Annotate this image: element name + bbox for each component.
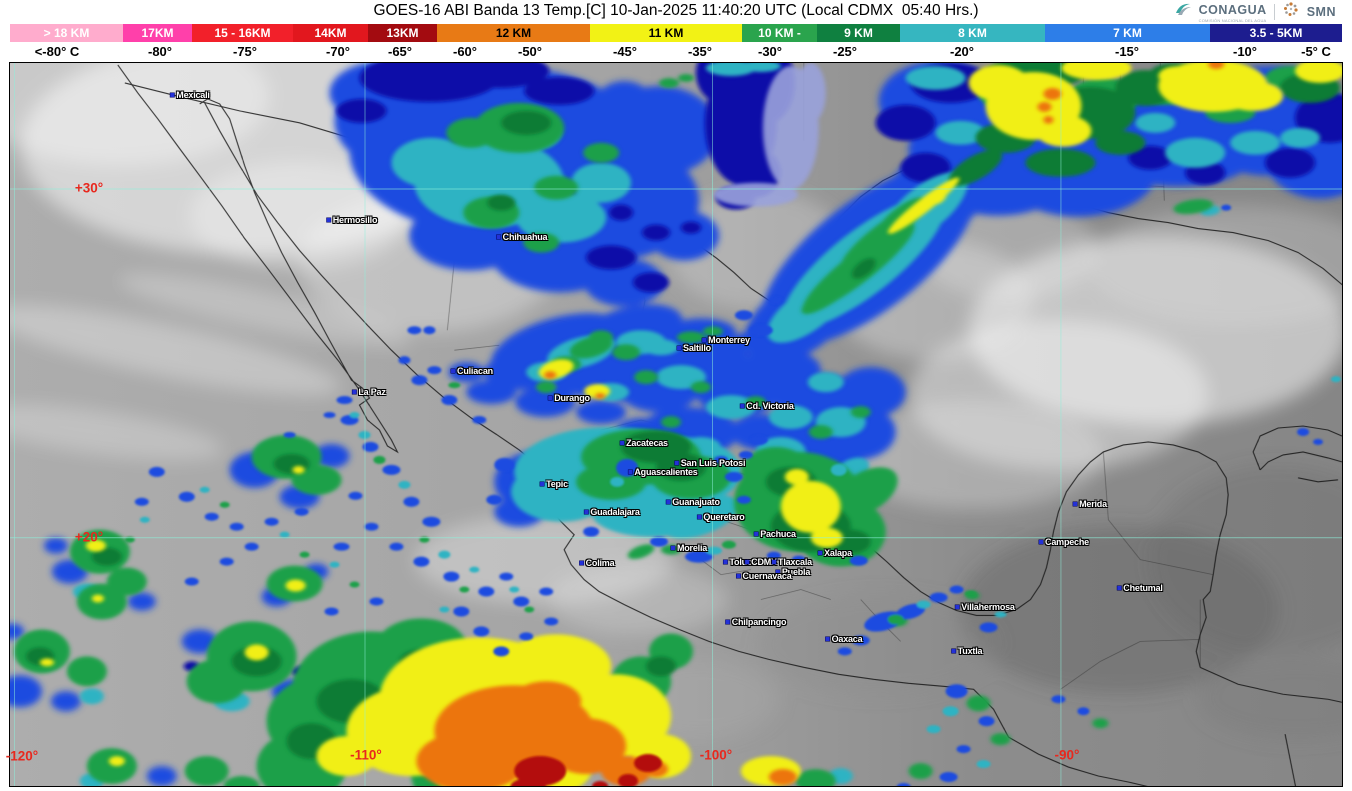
- altitude-color-legend: > 18 KM 17KM 15 - 16KM 14KM 13KM 12 KM 11 KM 10…: [10, 24, 1342, 42]
- legend-segment: 8 KM: [900, 24, 1045, 42]
- legend-segment: 17KM: [123, 24, 192, 42]
- cloud-layer-darkred: [510, 754, 663, 786]
- temperature-label: -15°: [1115, 44, 1139, 59]
- conagua-tagline: COMISIÓN NACIONAL DEL AGUA: [1198, 17, 1267, 23]
- temperature-label: -45°: [613, 44, 637, 59]
- legend-segment: 12 KM: [437, 24, 590, 42]
- legend-segment: 15 - 16KM: [192, 24, 293, 42]
- logo-divider: [1273, 3, 1275, 20]
- temperature-label: -35°: [688, 44, 712, 59]
- temperature-label: -50°: [518, 44, 542, 59]
- legend-segment: 10 KM -: [742, 24, 817, 42]
- temperature-label: -70°: [326, 44, 350, 59]
- satellite-map: [9, 62, 1343, 787]
- smn-logo-text: SMN: [1306, 4, 1336, 19]
- satellite-imagery: [10, 63, 1342, 786]
- graticule-lines: [10, 63, 1342, 786]
- temperature-label: <-80° C: [34, 44, 80, 59]
- smn-swirl-icon: [1282, 0, 1300, 23]
- gray-cloud-texture: [10, 63, 1342, 740]
- temperature-scale: <-80° C -80° -75° -70° -65° -60° -50° -45° -35° -…: [0, 42, 1352, 62]
- temperature-label: -60°: [453, 44, 477, 59]
- temperature-label: -20°: [950, 44, 974, 59]
- legend-segment: 3.5 - 5KM: [1210, 24, 1342, 42]
- legend-segment: 14KM: [293, 24, 368, 42]
- agency-logos: CONAGUA COMISIÓN NACIONAL DEL AGUA SMN: [1169, 0, 1340, 23]
- temperature-label: -30°: [758, 44, 782, 59]
- cloud-layer-orange: [416, 63, 1225, 786]
- legend-segment: 9 KM: [817, 24, 900, 42]
- cloud-fringe-lavender: [713, 63, 826, 207]
- legend-segment: 7 KM: [1045, 24, 1210, 42]
- legend-segment: > 18 KM: [10, 24, 123, 42]
- temperature-label: -10°: [1233, 44, 1257, 59]
- temperature-label: -75°: [233, 44, 257, 59]
- temperature-label: -25°: [833, 44, 857, 59]
- temperature-label: -80°: [148, 44, 172, 59]
- legend-segment: 11 KM: [590, 24, 742, 42]
- conagua-wave-icon: [1174, 1, 1192, 22]
- temperature-label: -65°: [388, 44, 412, 59]
- legend-segment: 13KM: [368, 24, 437, 42]
- scattered-cloud-cells: [124, 204, 1342, 786]
- conagua-logo-text: CONAGUA: [1198, 2, 1267, 17]
- image-title: GOES-16 ABI Banda 13 Temp.[C] 10-Jan-202…: [373, 2, 979, 19]
- temperature-label: -5° C: [1301, 44, 1331, 59]
